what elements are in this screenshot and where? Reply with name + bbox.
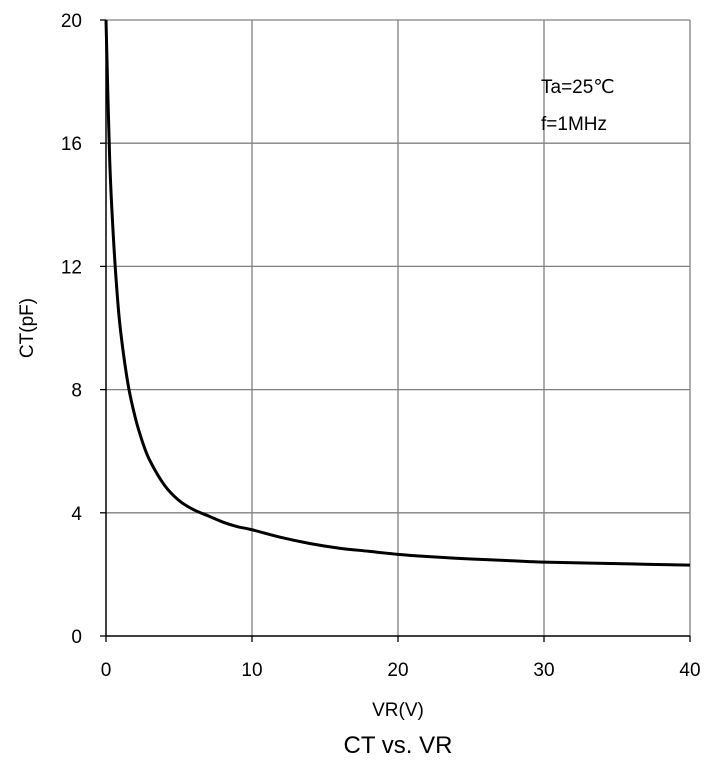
x-tick-label-1: 10 <box>241 660 262 681</box>
axes <box>100 19 691 642</box>
chart-title: CT vs. VR <box>344 732 453 759</box>
y-tick-label-1: 4 <box>71 504 82 525</box>
y-tick-label-2: 8 <box>71 381 82 402</box>
tick-labels: 0 4 8 12 16 20 0 10 20 30 40 <box>61 11 701 681</box>
x-tick-label-0: 0 <box>101 660 112 681</box>
y-tick-label-3: 12 <box>61 257 82 278</box>
x-tick-label-3: 30 <box>533 660 554 681</box>
x-axis-label: VR(V) <box>372 700 424 721</box>
y-tick-label-0: 0 <box>71 627 82 648</box>
grid-lines <box>106 19 691 636</box>
annotation-temperature: Ta=25℃ <box>541 77 615 98</box>
y-tick-label-5: 20 <box>61 11 82 32</box>
annotation-frequency: f=1MHz <box>541 114 607 135</box>
series-layer <box>104 19 691 567</box>
x-tick-label-2: 20 <box>387 660 408 681</box>
y-tick-label-4: 16 <box>61 134 82 155</box>
y-axis-label: CT(pF) <box>17 298 38 358</box>
x-tick-label-4: 40 <box>679 660 700 681</box>
series-line-0 <box>104 19 691 567</box>
